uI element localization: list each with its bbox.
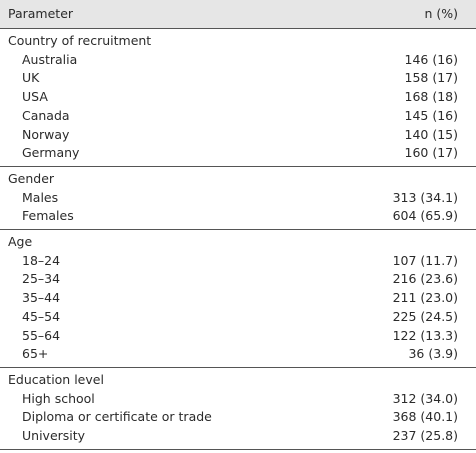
section-title: Age — [8, 234, 33, 249]
row-label: Males — [22, 189, 59, 205]
row-value: 158 (17) — [404, 70, 459, 86]
row-value: 140 (15) — [404, 126, 459, 142]
row-label: Norway — [22, 126, 70, 142]
row-value: 160 (17) — [404, 145, 459, 161]
row-label: USA — [22, 89, 48, 105]
row-label: Females — [22, 208, 74, 224]
row-label: Canada — [22, 107, 70, 123]
row-value: 146 (16) — [404, 51, 459, 67]
section-divider — [0, 448, 476, 450]
row-label: UK — [22, 70, 40, 86]
header-cell: Parameter — [8, 6, 74, 21]
row-label: Australia — [22, 51, 78, 67]
row-label: Diploma or certificate or trade — [22, 409, 212, 425]
row-label: Germany — [22, 145, 80, 161]
row-value: 122 (13.3) — [392, 327, 458, 343]
section-title: Country of recruitment — [8, 33, 152, 48]
section-title: Gender — [8, 170, 55, 186]
header-row: Parameter n (%) — [0, 0, 476, 29]
row-value: 312 (34.0) — [392, 390, 458, 406]
row-label: 55–64 — [22, 327, 61, 343]
row-value: 168 (18) — [404, 89, 459, 105]
row-value: 368 (40.1) — [392, 409, 458, 425]
row-value: 36 (3.9) — [408, 346, 458, 362]
row-label: 65+ — [22, 346, 49, 362]
row-label: 25–34 — [22, 271, 61, 287]
section-divider — [0, 366, 476, 368]
row-value: 211 (23.0) — [392, 290, 458, 306]
row-label: 18–24 — [22, 252, 61, 268]
row-value: 237 (25.8) — [392, 428, 458, 443]
row-value: 604 (65.9) — [392, 208, 458, 224]
section-title: Education level — [8, 371, 104, 387]
row-label: University — [22, 428, 86, 443]
row-value: 313 (34.1) — [392, 189, 458, 205]
row-label: 45–54 — [22, 308, 61, 324]
row-label: 35–44 — [22, 290, 61, 306]
row-label: High school — [22, 390, 95, 406]
header-cell: n (%) — [424, 6, 458, 21]
section-divider — [0, 165, 476, 167]
section-divider — [0, 229, 476, 230]
row-value: 107 (11.7) — [392, 252, 458, 268]
row-value: 145 (16) — [404, 107, 459, 123]
row-value: 225 (24.5) — [392, 308, 458, 324]
row-value: 216 (23.6) — [392, 271, 458, 287]
